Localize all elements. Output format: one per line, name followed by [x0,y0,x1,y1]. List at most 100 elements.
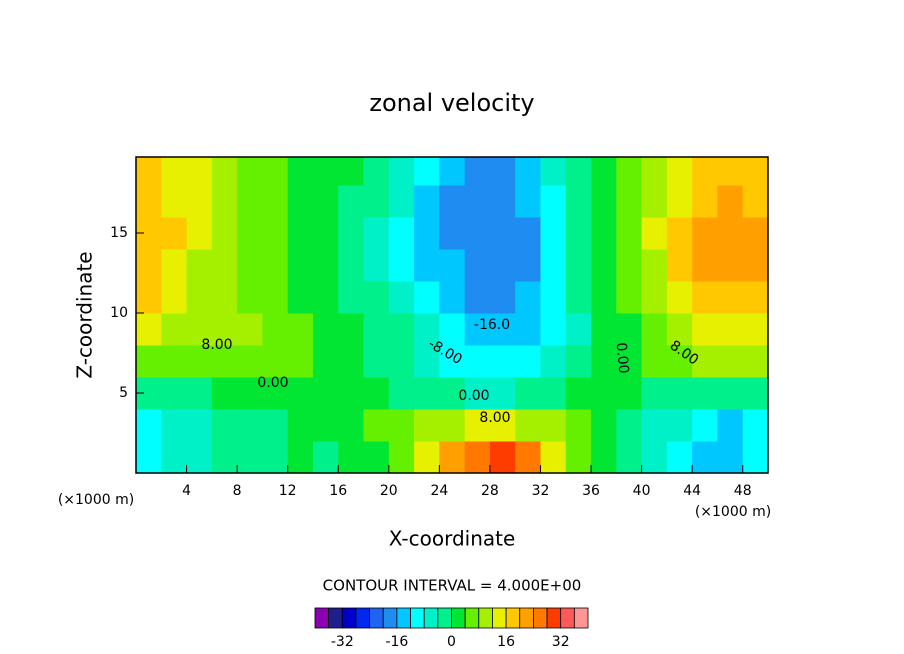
contour-cell [666,345,693,378]
contour-cell [565,157,592,186]
contour-cell [388,345,415,378]
colorbar-swatch [533,607,548,629]
contour-cell [211,249,238,282]
contour-cell [489,345,516,378]
contour-label: 8.00 [479,410,510,426]
contour-cell [338,441,365,474]
contour-cell [742,217,769,250]
colorbar-tick-label: 32 [552,634,570,650]
colorbar-swatch [451,607,466,629]
contour-cell [388,157,415,186]
contour-cell [414,249,440,282]
contour-cell [515,281,541,314]
contour-cell [338,377,365,410]
contour-cell [262,249,289,282]
contour-cell [692,249,718,282]
contour-cell [414,217,440,250]
contour-cell [616,185,643,218]
contour-cell [515,157,541,186]
colorbar-swatch [492,607,507,629]
contour-cell [287,377,314,410]
contour-cell [489,281,516,314]
contour-cell [489,157,516,186]
contour-cell [591,185,617,218]
y-axis-label: Z-coordinate [73,251,97,378]
contour-cell [287,409,314,442]
contour-cell [388,409,415,442]
contour-cell [161,157,188,186]
x-tick-label: 48 [734,483,752,499]
contour-cell [565,313,592,346]
contour-label: 0.00 [613,342,632,374]
contour-cell [287,345,314,378]
contour-cell [388,185,415,218]
contour-cell [338,217,365,250]
colorbar-swatch [519,607,534,629]
contour-cell [287,217,314,250]
contour-cell [136,313,162,346]
contour-cell [211,441,238,474]
contour-cell [565,217,592,250]
contour-cell [136,281,162,314]
colorbar-swatch [314,607,330,629]
contour-cell [540,441,567,474]
contour-cell [717,345,744,378]
contour-cell [136,185,162,218]
colorbar-swatch [478,607,493,629]
x-tick-label: 44 [683,483,701,499]
contour-cell [287,313,314,346]
contour-cell [414,281,440,314]
contour-cell [489,185,516,218]
contour-cell [161,249,188,282]
colorbar-swatch [437,607,452,629]
contour-cell [515,313,541,346]
contour-cell [591,377,617,410]
contour-cell [312,345,339,378]
contour-cell [338,249,365,282]
contour-cell [616,345,643,378]
contour-cell [540,313,567,346]
contour-cell [692,281,718,314]
contour-cell [338,313,365,346]
contour-cell [641,441,668,474]
contour-cell [641,313,668,346]
contour-cell [363,281,390,314]
contour-cell [515,441,541,474]
contour-cell [616,157,643,186]
contour-label: 0.00 [458,388,489,404]
plot-frame [135,156,769,474]
contour-cell [388,313,415,346]
contour-cell [388,281,415,314]
contour-cell [136,441,162,474]
contour-cell [692,185,718,218]
contour-cell [363,157,390,186]
contour-cell [666,377,693,410]
contour-cell [489,377,516,410]
colorbar-swatch [560,607,575,629]
colorbar-swatch [328,607,343,629]
colorbar-tick-label: -16 [385,634,408,650]
contour-field [136,157,769,474]
contour-cell [211,409,238,442]
x-axis-label: X-coordinate [389,527,516,551]
x-tick-label: 32 [532,483,550,499]
contour-cell [211,345,238,378]
contour-cell [692,377,718,410]
contour-cell [312,185,339,218]
contour-label: 8.00 [201,337,232,353]
contour-cell [363,313,390,346]
contour-cell [616,441,643,474]
contour-interval: CONTOUR INTERVAL = 4.000E+00 [323,577,582,595]
colorbar-tick-label: -32 [331,634,354,650]
contour-cell [464,185,491,218]
contour-cell [717,281,744,314]
contour-cell [414,345,440,378]
contour-cell [742,377,769,410]
colorbar-swatch [464,607,480,629]
contour-cell [464,313,491,346]
contour-cell [540,377,567,410]
contour-cell [565,345,592,378]
contour-cell [692,217,718,250]
y-tick-label: 5 [119,385,128,401]
contour-cell [717,157,744,186]
